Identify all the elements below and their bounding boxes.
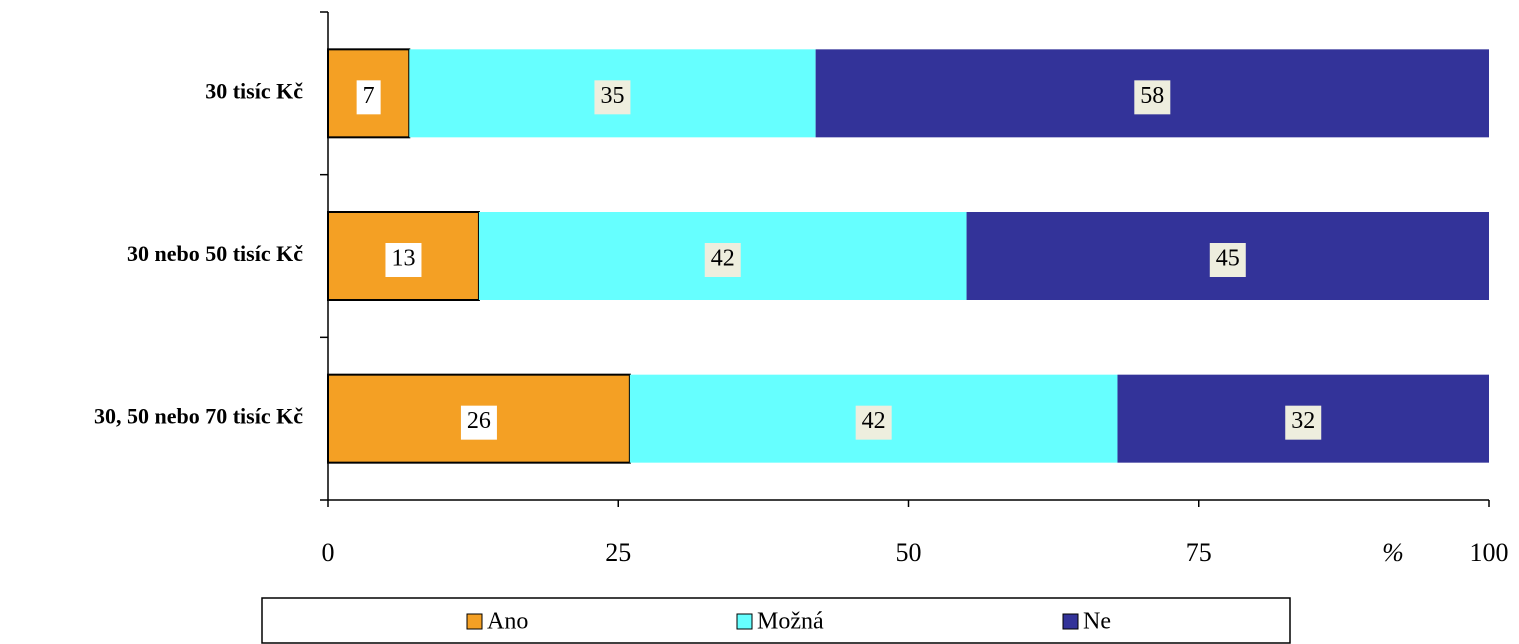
x-tick-label: 0 (322, 538, 335, 567)
x-tick-label: 50 (896, 538, 922, 567)
legend-box (261, 597, 1291, 644)
data-label-bg (855, 405, 892, 440)
data-label-bg (385, 243, 422, 277)
category-label: 30 nebo 50 tisíc Kč (127, 241, 303, 266)
data-label: 13 (391, 246, 415, 272)
x-tick-label: 100 (1470, 538, 1509, 567)
data-label: 26 (467, 408, 491, 434)
x-tick-label: 75 (1186, 538, 1212, 567)
x-axis-label: % (1382, 538, 1404, 567)
data-label-bg (460, 405, 497, 440)
legend-label: Ano (487, 609, 528, 635)
data-label-bg (356, 80, 381, 115)
data-label: 32 (1291, 408, 1315, 434)
legend-label: Ne (1083, 609, 1111, 635)
data-label-bg (1209, 243, 1246, 277)
category-label: 30 tisíc Kč (205, 78, 303, 103)
x-tick-label: 25 (605, 538, 631, 567)
data-label: 35 (600, 83, 624, 109)
legend-swatch (466, 613, 483, 630)
data-label: 7 (363, 83, 375, 109)
legend-swatch (736, 613, 753, 630)
legend-swatch (1062, 613, 1079, 630)
data-label-bg (594, 80, 631, 115)
data-label-bg (1134, 80, 1171, 115)
data-label: 45 (1216, 246, 1240, 272)
data-label-bg (1285, 405, 1322, 440)
data-label-bg (704, 243, 741, 277)
legend-label: Možná (757, 609, 824, 635)
category-label: 30, 50 nebo 70 tisíc Kč (94, 404, 303, 429)
data-label: 58 (1140, 83, 1164, 109)
data-label: 42 (711, 246, 735, 272)
data-label: 42 (862, 408, 886, 434)
